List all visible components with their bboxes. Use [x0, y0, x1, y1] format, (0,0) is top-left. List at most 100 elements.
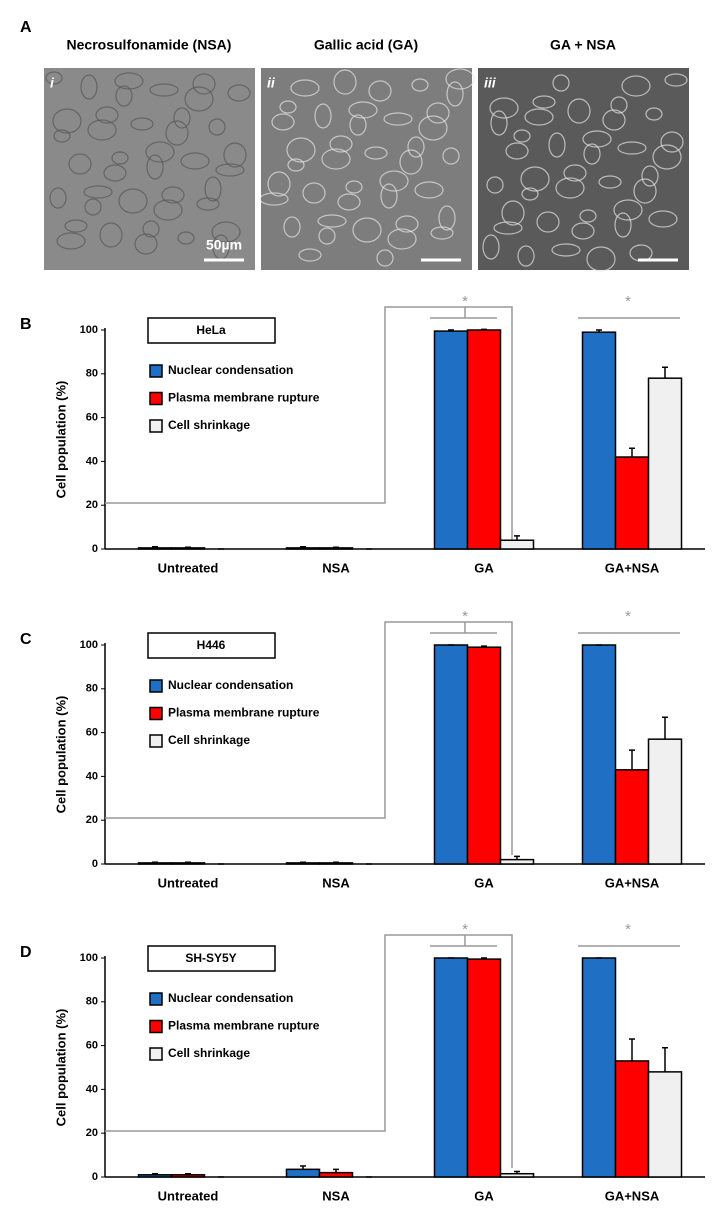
cell-shape — [387, 228, 417, 250]
cell-shape — [352, 217, 382, 243]
bar — [137, 862, 173, 865]
cell-shape — [349, 114, 367, 136]
cell-shape — [426, 102, 450, 124]
x-tick-label: NSA — [322, 560, 350, 575]
y-axis-title: Cell population (%) — [53, 696, 68, 814]
cell-shape — [103, 164, 127, 182]
cell-shape — [621, 75, 651, 97]
cell-shape — [438, 205, 456, 231]
bar — [466, 958, 502, 1178]
error-bar — [662, 1047, 668, 1072]
cell-shape — [298, 248, 322, 262]
y-tick-label: 60 — [86, 1040, 98, 1052]
error-bar — [185, 1172, 191, 1175]
cell-line-box — [147, 317, 276, 344]
cell-shape — [613, 199, 643, 221]
bar — [170, 547, 206, 550]
image-title: GA + NSA — [550, 37, 616, 53]
y-tick-label: 100 — [80, 639, 98, 651]
error-bar — [662, 366, 668, 379]
bar — [285, 547, 321, 550]
cell-shape — [602, 109, 626, 131]
cell-shape — [376, 249, 394, 267]
error-bar — [481, 328, 487, 331]
error-bar — [629, 749, 635, 770]
cell-shape — [318, 227, 336, 245]
error-bar — [629, 447, 635, 458]
legend-label: Cell shrinkage — [168, 418, 250, 432]
cell-shape — [513, 129, 531, 143]
significance: * — [462, 293, 468, 310]
cell-shape — [329, 135, 353, 153]
bar — [614, 1060, 650, 1178]
bar — [433, 644, 469, 865]
image-numeral: ii — [267, 75, 276, 91]
bar — [318, 862, 354, 865]
cell-shape — [227, 84, 251, 102]
cell-shape — [134, 233, 158, 255]
cell-shape — [52, 108, 82, 134]
x-tick-label: NSA — [322, 1188, 350, 1203]
legend-swatch — [149, 1019, 163, 1034]
cell-shape — [446, 81, 464, 107]
panel-letter: B — [20, 316, 32, 333]
cell-shape — [563, 164, 587, 182]
cell-shape — [617, 141, 647, 155]
cell-shape — [660, 131, 684, 153]
cell-shape — [95, 106, 119, 124]
scale-bar-label: 50µm — [206, 237, 242, 253]
bar — [318, 1171, 354, 1178]
cell-shape — [411, 78, 429, 92]
cell-shape — [161, 186, 185, 204]
cell-shape — [648, 210, 678, 228]
significance: * — [625, 608, 631, 625]
error-bar — [514, 1170, 520, 1174]
cell-shape — [153, 199, 183, 221]
cell-shape — [610, 96, 628, 114]
cell-shape — [302, 182, 326, 204]
legend-swatch — [149, 706, 163, 721]
cell-shape — [586, 246, 616, 272]
y-tick-label: 40 — [86, 455, 98, 467]
panel-letter: A — [20, 19, 32, 36]
micrograph — [478, 68, 689, 270]
legend-swatch — [149, 391, 163, 406]
image-title: Necrosulfonamide (NSA) — [67, 37, 232, 53]
cell-shape — [290, 79, 320, 97]
cell-shape — [259, 192, 289, 206]
y-tick-label: 80 — [86, 683, 98, 695]
x-tick-label: Untreated — [158, 875, 219, 890]
significance: * — [625, 921, 631, 938]
bar — [581, 644, 617, 865]
cell-line-box — [147, 945, 276, 972]
y-tick-label: 20 — [86, 499, 98, 511]
bracket — [105, 306, 513, 540]
legend-label: Plasma membrane rupture — [168, 391, 320, 405]
cell-shape — [430, 226, 454, 240]
cell-shape — [177, 231, 195, 245]
cell-shape — [633, 178, 657, 204]
x-tick-label: GA+NSA — [605, 560, 660, 575]
bar — [285, 1168, 321, 1178]
error-bar — [185, 546, 191, 548]
bar — [581, 331, 617, 550]
x-tick-label: GA — [474, 875, 494, 890]
cell-shape — [486, 176, 504, 194]
cell-shape — [614, 212, 632, 238]
error-bar — [481, 645, 487, 648]
bar — [170, 862, 206, 865]
x-tick-label: Untreated — [158, 1188, 219, 1203]
error-bar — [300, 861, 306, 863]
y-tick-label: 100 — [80, 324, 98, 336]
significance: * — [462, 921, 468, 938]
cell-shape — [333, 69, 357, 95]
error-bar — [152, 1172, 158, 1175]
cell-shape — [53, 129, 71, 143]
cell-shape — [379, 170, 409, 192]
cell-shape — [184, 86, 214, 112]
y-axis-title: Cell population (%) — [53, 1009, 68, 1127]
error-bar — [300, 546, 306, 548]
cell-shape — [87, 119, 117, 141]
cell-shape — [173, 107, 191, 129]
